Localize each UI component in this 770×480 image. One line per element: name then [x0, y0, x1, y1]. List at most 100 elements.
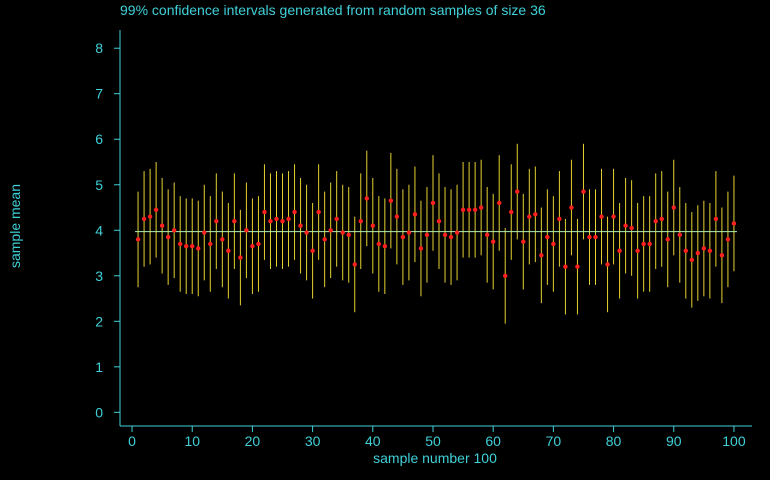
sample-mean-point: [244, 228, 249, 233]
sample-mean-point: [695, 250, 701, 256]
x-tick-label: 20: [245, 433, 261, 449]
y-axis-label: sample mean: [7, 183, 23, 269]
sample-mean-point: [238, 255, 243, 260]
sample-mean-point: [539, 253, 544, 258]
sample-mean-point: [454, 230, 460, 235]
sample-mean-point: [533, 212, 538, 217]
y-tick-label: 1: [95, 359, 103, 375]
sample-mean-point: [424, 232, 430, 238]
sample-mean-point: [202, 230, 207, 235]
sample-mean-point: [707, 248, 713, 253]
sample-mean-point: [671, 205, 676, 210]
sample-mean-point: [406, 230, 412, 235]
sample-mean-point: [623, 223, 628, 228]
y-tick-label: 3: [95, 268, 103, 284]
sample-mean-point: [497, 200, 502, 206]
x-tick-label: 30: [305, 433, 321, 449]
x-tick-label: 60: [485, 433, 501, 449]
sample-mean-point: [135, 237, 141, 242]
sample-mean-point: [226, 248, 231, 253]
x-tick-label: 90: [666, 433, 682, 449]
sample-mean-point: [190, 244, 195, 249]
sample-mean-point: [599, 214, 604, 219]
sample-mean-point: [569, 205, 574, 210]
sample-mean-point: [677, 232, 682, 238]
sample-mean-point: [214, 218, 219, 224]
sample-mean-point: [334, 216, 339, 222]
x-tick-label: 70: [546, 433, 562, 449]
y-tick-label: 5: [95, 177, 103, 193]
sample-mean-point: [165, 234, 171, 240]
sample-mean-point: [262, 209, 267, 215]
sample-mean-point: [268, 218, 273, 224]
sample-mean-point: [340, 230, 345, 235]
chart-title: 99% confidence intervals generated from …: [120, 2, 546, 18]
sample-mean-point: [147, 214, 153, 219]
sample-mean-point: [503, 273, 508, 278]
sample-mean-point: [412, 212, 418, 217]
sample-mean-point: [346, 232, 351, 238]
sample-mean-point: [304, 230, 309, 235]
y-tick-label: 7: [95, 86, 103, 102]
sample-mean-point: [641, 241, 646, 247]
sample-mean-point: [358, 218, 363, 224]
sample-mean-point: [208, 241, 213, 247]
sample-mean-point: [484, 232, 490, 238]
sample-mean-point: [605, 262, 610, 267]
sample-mean-point: [328, 228, 333, 233]
sample-mean-point: [159, 223, 165, 228]
sample-mean-point: [310, 248, 315, 253]
sample-mean-point: [141, 216, 147, 222]
sample-mean-point: [713, 216, 719, 222]
sample-mean-point: [442, 232, 448, 238]
sample-mean-point: [352, 262, 357, 267]
sample-mean-point: [316, 209, 321, 215]
sample-mean-point: [659, 216, 664, 222]
x-tick-label: 40: [365, 433, 381, 449]
sample-mean-point: [701, 246, 707, 251]
sample-mean-point: [683, 248, 688, 253]
sample-mean-point: [153, 207, 159, 212]
sample-mean-point: [400, 234, 406, 240]
sample-mean-point: [394, 214, 400, 219]
sample-mean-point: [196, 246, 201, 251]
sample-mean-point: [581, 189, 586, 194]
y-tick-label: 0: [95, 404, 103, 420]
sample-mean-point: [490, 239, 496, 244]
sample-mean-point: [220, 237, 225, 242]
y-tick-label: 2: [95, 313, 103, 329]
sample-mean-point: [232, 218, 237, 224]
sample-mean-point: [515, 189, 520, 194]
sample-mean-point: [593, 234, 598, 240]
sample-mean-point: [364, 196, 369, 201]
sample-mean-point: [382, 244, 388, 249]
sample-mean-point: [448, 234, 454, 240]
sample-mean-point: [177, 241, 183, 247]
y-tick-label: 4: [95, 222, 103, 238]
sample-mean-point: [286, 216, 291, 222]
x-tick-label: 50: [425, 433, 441, 449]
sample-mean-point: [563, 264, 568, 269]
sample-mean-point: [418, 246, 424, 251]
sample-mean-point: [509, 209, 514, 215]
sample-mean-point: [551, 241, 556, 247]
sample-mean-point: [731, 221, 737, 226]
sample-mean-point: [184, 244, 189, 249]
sample-mean-point: [725, 237, 731, 242]
sample-mean-point: [527, 214, 532, 219]
sample-mean-point: [653, 218, 658, 224]
sample-mean-point: [388, 198, 394, 203]
sample-mean-point: [635, 248, 640, 253]
sample-mean-point: [665, 237, 670, 242]
sample-mean-point: [256, 241, 261, 247]
sample-mean-point: [521, 239, 526, 244]
sample-mean-point: [478, 205, 484, 210]
y-tick-label: 8: [95, 40, 103, 56]
sample-mean-point: [472, 207, 478, 212]
sample-mean-point: [611, 214, 616, 219]
sample-mean-point: [466, 207, 472, 212]
sample-mean-point: [629, 225, 634, 231]
sample-mean-point: [274, 216, 279, 222]
y-tick-label: 6: [95, 131, 103, 147]
